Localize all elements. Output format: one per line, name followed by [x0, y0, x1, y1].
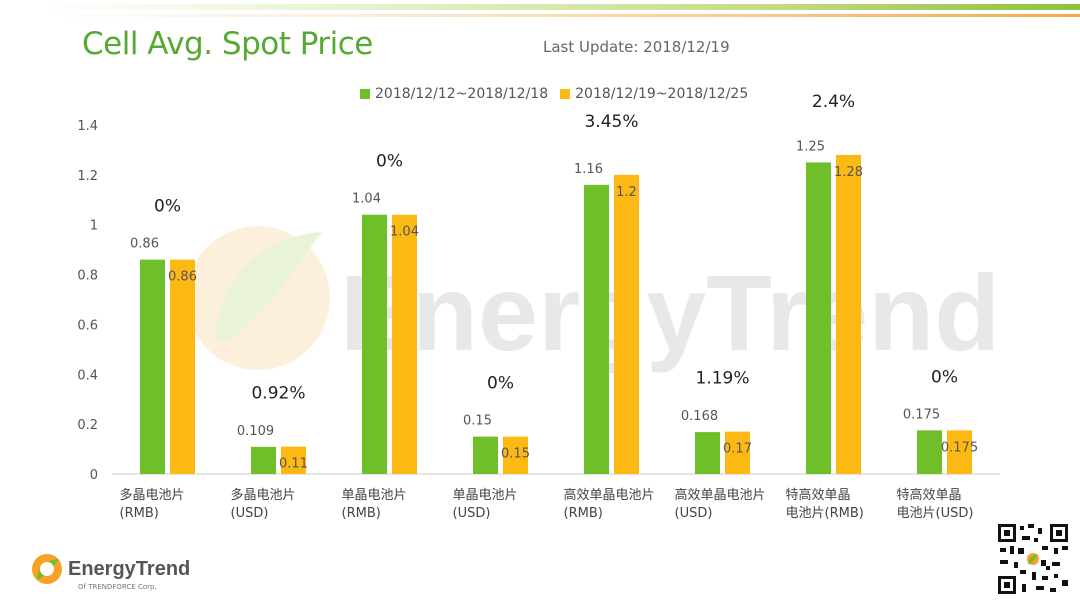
y-tick-label: 1 [90, 219, 98, 234]
x-tick-label: (USD) [231, 506, 269, 521]
x-tick-label: (USD) [453, 506, 491, 521]
footer-sub: Of TRENDFORCE Corp. [78, 583, 157, 591]
data-label: 0.109 [237, 424, 274, 439]
footer-brand: EnergyTrend [68, 557, 191, 580]
bar [251, 446, 276, 474]
legend-swatch-green [360, 89, 370, 99]
data-label: 0.15 [463, 414, 492, 429]
bar [362, 214, 387, 474]
x-tick-label: (USD) [675, 506, 713, 521]
bar [917, 430, 942, 474]
y-tick-label: 1.4 [77, 119, 98, 134]
x-tick-label: (RMB) [120, 506, 159, 521]
x-tick-label: 单晶电池片 [342, 488, 407, 503]
last-update-text: Last Update: 2018/12/19 [543, 38, 730, 56]
bar [806, 162, 831, 474]
change-label: 2.4% [812, 92, 855, 112]
x-tick-label: 特高效单晶 [897, 487, 962, 503]
watermark: EnergyTrend [186, 226, 1000, 373]
data-label: 1.2 [616, 185, 637, 200]
y-tick-label: 1.2 [77, 169, 98, 184]
data-label: 0.15 [501, 447, 530, 462]
top-accent-bar [0, 0, 1080, 22]
x-tick-label: 高效单晶电池片 [675, 487, 766, 503]
data-label: 0.175 [941, 440, 978, 455]
change-label: 3.45% [584, 112, 638, 132]
legend-item-week1: 2018/12/12~2018/12/18 [360, 86, 548, 102]
bar [725, 431, 750, 474]
y-tick-label: 0.2 [77, 418, 98, 433]
qr-code-icon [996, 522, 1070, 596]
x-tick-label: 特高效单晶 [786, 487, 851, 503]
legend-label-week2: 2018/12/19~2018/12/25 [575, 86, 749, 102]
x-tick-label: (RMB) [342, 506, 381, 521]
data-label: 0.86 [130, 237, 159, 252]
change-label: 0% [487, 374, 514, 394]
bar [170, 259, 195, 474]
change-label: 0% [931, 367, 958, 387]
data-label: 0.17 [723, 442, 752, 457]
y-tick-label: 0.4 [77, 368, 98, 383]
y-axis: 0 0.2 0.4 0.6 0.8 1 1.2 1.4 [77, 119, 98, 483]
x-tick-label: 多晶电池片 [231, 487, 296, 503]
x-axis-labels: 多晶电池片 (RMB) 多晶电池片 (USD) 单晶电池片 (RMB) 单晶电池片 (USD)… [120, 487, 974, 521]
x-tick-label: 高效单晶电池片 [564, 487, 655, 503]
y-tick-label: 0.8 [77, 269, 98, 284]
footer-logo: EnergyTrend Of TRENDFORCE Corp. [30, 552, 191, 591]
data-label: 0.11 [279, 457, 308, 472]
bar [584, 184, 609, 475]
chart-legend: 2018/12/12~2018/12/18 2018/12/19~2018/12… [360, 86, 760, 102]
data-label: 0.86 [168, 270, 197, 285]
legend-swatch-orange [560, 89, 571, 99]
energytrend-logo-icon [32, 554, 62, 584]
legend-item-week2: 2018/12/19~2018/12/25 [560, 86, 748, 102]
bar [281, 446, 306, 474]
x-tick-label: 多晶电池片 [120, 487, 185, 503]
data-label: 0.168 [681, 409, 718, 424]
data-label: 1.28 [834, 165, 863, 180]
bar [695, 432, 720, 474]
bar [614, 174, 639, 474]
data-label: 1.04 [352, 192, 381, 207]
x-tick-label: (RMB) [564, 506, 603, 521]
bar [503, 436, 528, 474]
x-tick-label: 单晶电池片 [453, 488, 518, 503]
page-title: Cell Avg. Spot Price [82, 26, 373, 62]
bar [836, 154, 861, 474]
legend-label-week1: 2018/12/12~2018/12/18 [375, 86, 549, 102]
x-tick-label: 电池片(USD) [897, 506, 974, 521]
bar [392, 214, 417, 474]
change-label: 0% [154, 197, 181, 217]
bar [947, 430, 972, 474]
data-label: 1.04 [390, 225, 419, 240]
watermark-leaf-icon [186, 226, 330, 370]
bar [473, 436, 498, 474]
y-tick-label: 0.6 [77, 318, 98, 333]
change-label: 0.92% [251, 384, 305, 404]
change-label: 1.19% [695, 369, 749, 389]
data-label: 0.175 [903, 407, 940, 422]
x-tick-label: 电池片(RMB) [786, 506, 864, 521]
data-label: 1.16 [574, 162, 603, 177]
bar [140, 259, 165, 474]
bars: 0.86 0.86 0% 0.109 0.11 0.92% 1.04 1.04 0% 0.15 0.… [130, 92, 978, 475]
data-label: 1.25 [796, 139, 825, 154]
watermark-text: EnergyTrend [340, 252, 1000, 373]
y-tick-label: 0 [90, 468, 98, 483]
change-label: 0% [376, 152, 403, 172]
